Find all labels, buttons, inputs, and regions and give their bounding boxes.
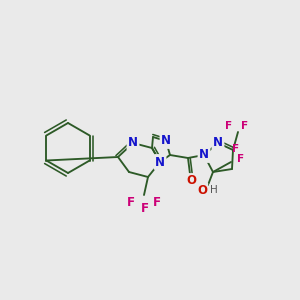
Text: F: F bbox=[153, 196, 161, 209]
Text: N: N bbox=[128, 136, 138, 149]
Text: H: H bbox=[210, 185, 218, 195]
Text: F: F bbox=[237, 154, 244, 164]
Text: F: F bbox=[242, 121, 249, 131]
Text: F: F bbox=[141, 202, 149, 215]
Text: N: N bbox=[213, 136, 223, 149]
Text: F: F bbox=[127, 196, 135, 209]
Text: F: F bbox=[225, 121, 233, 131]
Text: O: O bbox=[197, 184, 207, 196]
Text: N: N bbox=[199, 148, 209, 161]
Text: N: N bbox=[161, 134, 171, 148]
Text: O: O bbox=[186, 175, 196, 188]
Text: F: F bbox=[232, 144, 240, 154]
Text: N: N bbox=[155, 155, 165, 169]
